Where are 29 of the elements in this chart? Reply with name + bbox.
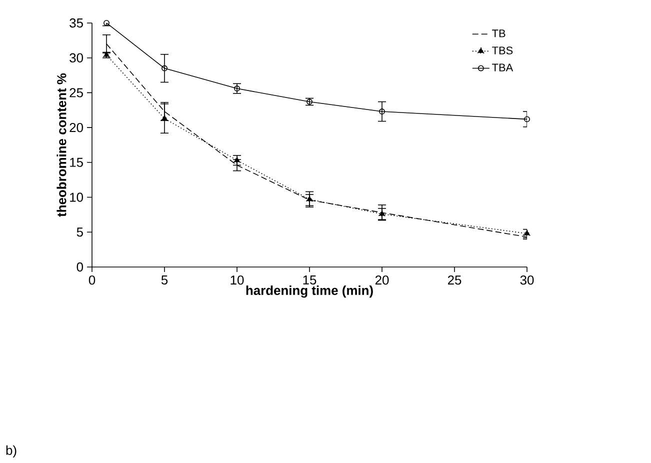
x-tick-label: 30: [520, 275, 534, 285]
y-tick-label: 0: [76, 262, 84, 272]
x-tick-label: 25: [448, 275, 462, 285]
point: [379, 108, 385, 115]
legend-label: TB: [492, 30, 506, 38]
point: [234, 86, 240, 92]
point: [234, 156, 240, 162]
point: [306, 195, 313, 202]
point: [524, 230, 530, 236]
x-axis-title: hardening time (min): [246, 286, 373, 298]
y-tick-label: 20: [70, 122, 84, 132]
point: [161, 114, 168, 121]
point: [378, 210, 386, 216]
x-tick-label: 20: [375, 275, 389, 285]
x-tick-label: 10: [230, 275, 244, 285]
y-tick-label: 35: [70, 18, 83, 28]
x-tick-label: 15: [303, 275, 316, 285]
x-tick-label: 5: [161, 275, 168, 285]
y-tick-label: 5: [76, 228, 83, 237]
y-tick-label: 25: [70, 88, 83, 98]
legend-label: TBA: [492, 64, 514, 72]
x-tick-label: 0: [88, 275, 96, 285]
text: b): [6, 445, 16, 458]
y-axis-title: theobromine content %: [56, 73, 66, 217]
y-tick-label: 30: [70, 53, 84, 62]
point: [162, 65, 168, 72]
y-tick-label: 15: [70, 158, 83, 167]
legend-label: TBS: [492, 46, 513, 54]
y-tick-label: 10: [70, 192, 84, 202]
